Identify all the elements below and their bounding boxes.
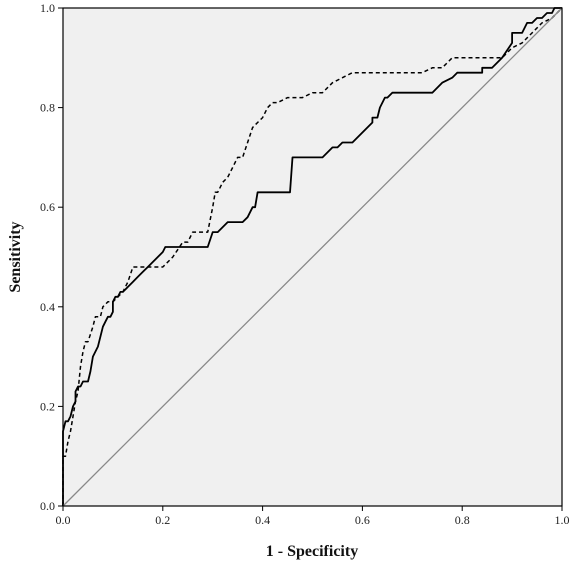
series-layer — [62, 7, 563, 507]
x-tick-label: 1.0 — [555, 513, 570, 527]
y-tick-label: 1.0 — [40, 1, 55, 15]
x-tick-label: 0.2 — [155, 513, 170, 527]
x-axis-title: 1 - Specificity — [266, 543, 358, 560]
roc-curve-dashed — [62, 7, 563, 506]
reference-diagonal-line — [62, 7, 563, 507]
x-tick-label: 0.6 — [355, 513, 370, 527]
y-tick-label: 0.0 — [40, 499, 55, 513]
x-tick-label: 0.4 — [255, 513, 270, 527]
y-axis-title: Sensitivity — [7, 221, 24, 292]
tick-labels: 0.0 0.2 0.4 0.6 0.8 1.0 0.0 0.2 0.4 0.6 0.8 1.0 — [40, 1, 570, 527]
y-tick-label: 0.2 — [40, 399, 55, 413]
x-tick-label: 0.0 — [56, 513, 71, 527]
y-tick-label: 0.4 — [40, 300, 55, 314]
plot-frame — [62, 7, 563, 507]
roc-curve-solid — [62, 7, 562, 506]
x-tick-label: 0.8 — [455, 513, 470, 527]
y-tick-label: 0.6 — [40, 200, 55, 214]
axis-ticks — [58, 7, 563, 511]
y-tick-label: 0.8 — [40, 101, 55, 115]
